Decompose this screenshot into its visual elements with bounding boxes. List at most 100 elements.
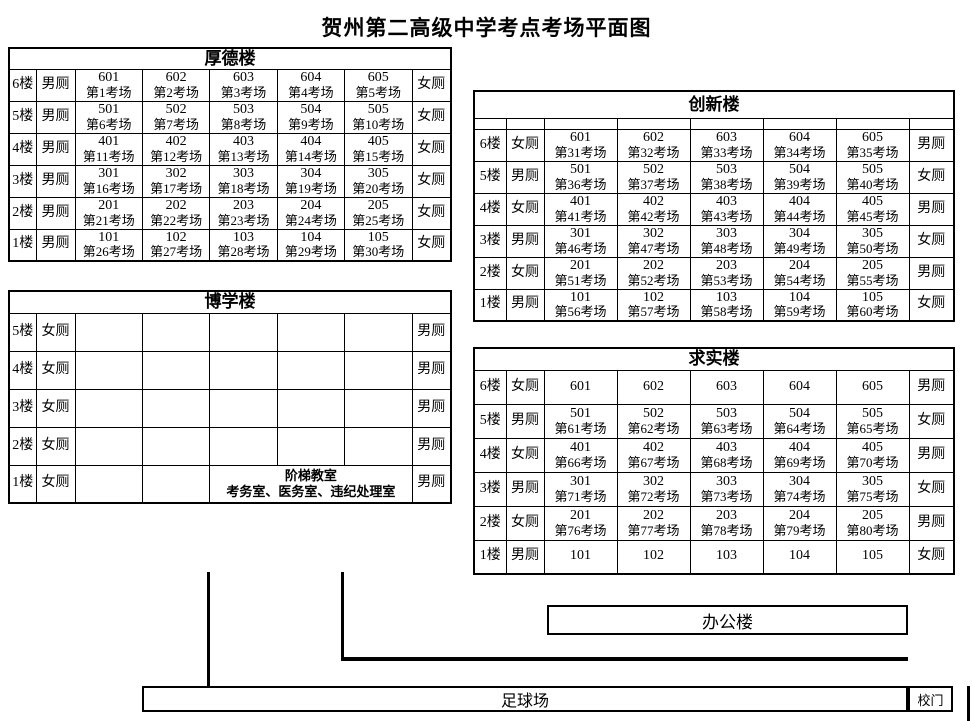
room-cell: 603 第3考场	[209, 68, 278, 102]
floor-row: 4楼 女厕 男厕	[8, 350, 452, 390]
room-cell	[276, 350, 346, 390]
room-cell: 201 第51考场	[543, 256, 618, 290]
floor-row: 5楼 男厕 501 第6考场 502 第7考场 503 第8考场 504 第9考场 505 第10考场…	[8, 100, 452, 134]
toilet-cell-left: 男厕	[35, 132, 76, 166]
exam-room-label: 第71考场	[554, 488, 607, 504]
houde-table: 厚德楼 6楼 男厕 601 第1考场 602 第2考场 603 第3考场 604 第4考场 605 第5…	[8, 47, 452, 262]
room-cell: 504 第64考场	[762, 403, 837, 439]
room-cell: 102 第27考场	[141, 228, 211, 262]
floor-label: 5楼	[473, 160, 507, 194]
room-cell: 104 第29考场	[276, 228, 346, 262]
room-cell: 105	[835, 539, 910, 575]
room-cell: 305 第20考场	[344, 164, 413, 198]
exam-room-label: 第54考场	[773, 272, 826, 288]
exam-room-label: 第9考场	[288, 116, 334, 132]
floor-label: 6楼	[8, 68, 37, 102]
toilet-cell-right: 男厕	[411, 350, 452, 390]
room-number: 505	[862, 161, 883, 177]
toilet-cell-right: 女厕	[411, 196, 452, 230]
exam-room-label: 第61考场	[554, 420, 607, 436]
chuangxin-table: 创新楼 6楼 女厕 601 第31考场 602 第32考场 603 第33考场 604 第34考场 6…	[473, 90, 955, 322]
exam-room-label: 第59考场	[773, 304, 826, 320]
room-number: 505	[367, 101, 389, 117]
exam-room-label: 第34考场	[773, 144, 826, 160]
special-rooms-cell: 阶梯教室 考务室、医务室、违纪处理室	[209, 464, 413, 504]
room-number: 205	[862, 257, 883, 273]
floor-row: 1楼 男厕 101 第56考场 102 第57考场 103 第58考场 104 第59考场 105 第…	[473, 288, 955, 322]
exam-room-label: 第36考场	[554, 176, 607, 192]
room-cell: 603 第33考场	[689, 128, 764, 162]
room-number: 605	[862, 129, 883, 145]
school-gate-box: 校门	[908, 686, 953, 712]
toilet-cell-right: 男厕	[411, 388, 452, 428]
spacer-cell	[762, 117, 837, 130]
spacer-cell	[616, 117, 691, 130]
exam-room-label: 第31考场	[554, 144, 607, 160]
floor-label: 5楼	[8, 312, 37, 352]
exam-room-label: 第70考场	[846, 454, 899, 470]
room-number: 402	[643, 439, 664, 455]
room-number: 401	[570, 439, 591, 455]
exam-room-label: 第46考场	[554, 240, 607, 256]
exam-room-label: 第22考场	[150, 212, 203, 228]
exam-room-label: 第10考场	[352, 116, 405, 132]
room-cell: 204 第79考场	[762, 505, 837, 541]
football-field-box: 足球场	[142, 686, 908, 712]
room-cell: 205 第80考场	[835, 505, 910, 541]
spacer-cell	[835, 117, 910, 130]
room-cell	[209, 350, 278, 390]
path-line-right-vertical	[341, 572, 344, 660]
path-line-left	[207, 572, 210, 686]
room-number: 202	[643, 507, 664, 523]
room-cell: 505 第40考场	[835, 160, 910, 194]
room-number: 601	[570, 129, 591, 145]
room-cell: 201 第21考场	[74, 196, 143, 230]
exam-room-label: 第76考场	[554, 522, 607, 538]
room-cell: 503 第38考场	[689, 160, 764, 194]
room-cell: 602 第2考场	[141, 68, 211, 102]
room-number: 203	[232, 197, 254, 213]
exam-room-label: 第72考场	[627, 488, 680, 504]
toilet-cell-left: 女厕	[505, 437, 545, 473]
exam-room-label: 第30考场	[352, 244, 405, 260]
room-cell	[209, 388, 278, 428]
room-cell: 404 第44考场	[762, 192, 837, 226]
room-number: 501	[98, 101, 120, 117]
room-cell: 502 第62考场	[616, 403, 691, 439]
room-cell: 301 第46考场	[543, 224, 618, 258]
room-number: 602	[165, 69, 187, 85]
toilet-cell-right: 男厕	[411, 426, 452, 466]
floor-label: 6楼	[473, 128, 507, 162]
toilet-cell-left: 男厕	[35, 228, 76, 262]
room-number: 104	[789, 548, 810, 564]
room-cell: 101	[543, 539, 618, 575]
room-cell: 304 第19考场	[276, 164, 346, 198]
room-cell	[344, 426, 413, 466]
room-cell: 402 第67考场	[616, 437, 691, 473]
room-number: 103	[232, 229, 254, 245]
room-number: 204	[789, 257, 810, 273]
exam-room-label: 第29考场	[284, 244, 337, 260]
toilet-cell-left: 男厕	[505, 539, 545, 575]
room-number: 505	[862, 405, 883, 421]
floor-row: 3楼 女厕 男厕	[8, 388, 452, 428]
room-number: 201	[98, 197, 120, 213]
exam-room-label: 第45考场	[846, 208, 899, 224]
room-number: 602	[643, 129, 664, 145]
floor-label: 4楼	[473, 192, 507, 226]
room-cell: 301 第71考场	[543, 471, 618, 507]
room-number: 105	[862, 289, 883, 305]
exam-room-label: 第65考场	[846, 420, 899, 436]
room-cell: 103 第28考场	[209, 228, 278, 262]
building-name: 博学楼	[8, 290, 452, 314]
toilet-cell-left: 女厕	[505, 505, 545, 541]
room-cell: 104	[762, 539, 837, 575]
floor-row: 1楼 男厕 101 第26考场 102 第27考场 103 第28考场 104 第29考场 105 第…	[8, 228, 452, 262]
toilet-cell-left: 男厕	[35, 164, 76, 198]
floor-label: 5楼	[8, 100, 37, 134]
floor-row: 6楼 男厕 601 第1考场 602 第2考场 603 第3考场 604 第4考场 605 第5考场女…	[8, 68, 452, 102]
toilet-cell-right: 男厕	[908, 192, 955, 226]
toilet-cell-left: 男厕	[35, 196, 76, 230]
floor-row: 2楼 男厕 201 第21考场 202 第22考场 203 第23考场 204 第24考场 205 第…	[8, 196, 452, 230]
